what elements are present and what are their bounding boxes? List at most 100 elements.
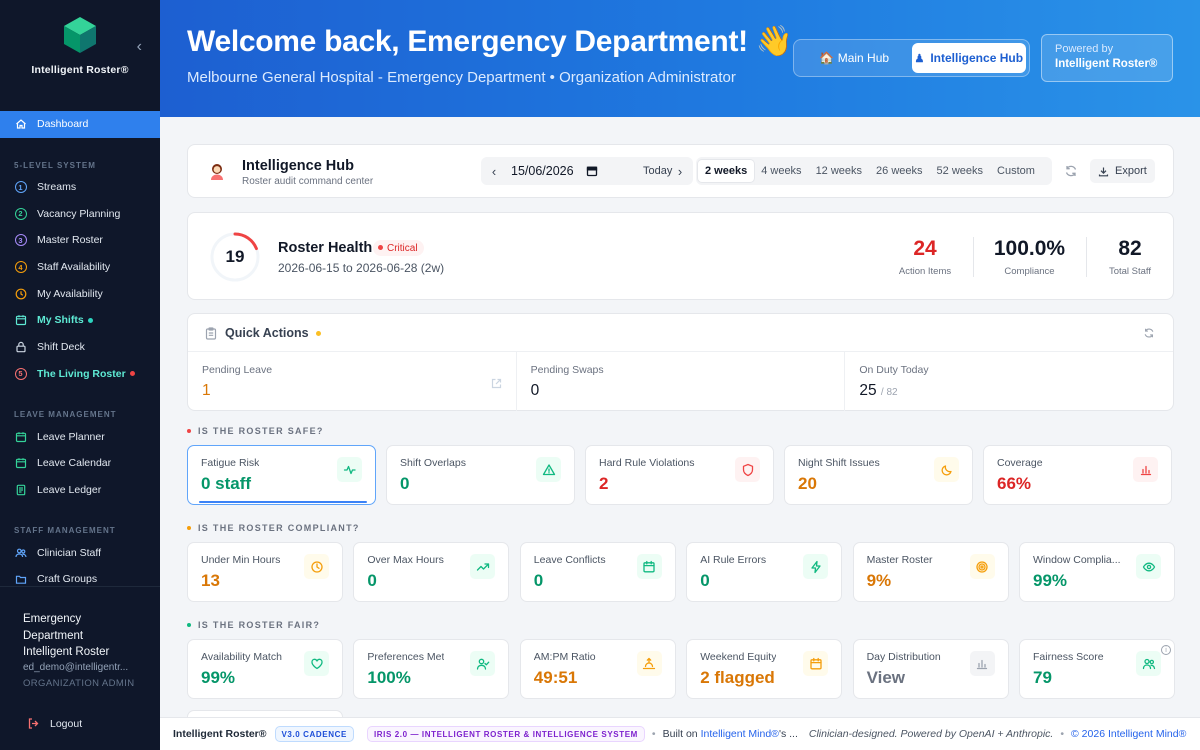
- stat-compliance[interactable]: 100.0% Compliance: [983, 237, 1076, 277]
- clipboard-icon: [205, 326, 217, 340]
- metric-card[interactable]: Day Distribution View: [852, 639, 1009, 699]
- info-icon[interactable]: i: [1161, 645, 1171, 655]
- export-button[interactable]: Export: [1090, 159, 1155, 183]
- powered-by-badge: Powered by Intelligent Roster®: [1041, 34, 1173, 82]
- range-custom[interactable]: Custom: [997, 165, 1035, 177]
- toolbar-title: Intelligence Hub: [242, 158, 354, 174]
- refresh-icon[interactable]: [1143, 327, 1155, 339]
- calendar-icon: [14, 457, 27, 470]
- quick-action-pending-leave[interactable]: Pending Leave 1: [188, 352, 517, 411]
- metric-card[interactable]: Hard Rule Violations 2: [585, 445, 774, 505]
- calendar-icon: [14, 314, 27, 327]
- section-heading-label: IS THE ROSTER FAIR?: [198, 620, 321, 630]
- metric-card[interactable]: Under Min Hours 13: [187, 542, 343, 602]
- sidebar-item-my-shifts[interactable]: My Shifts: [0, 307, 160, 334]
- calendar-icon: [14, 430, 27, 443]
- metric-card[interactable]: AI Rule Errors 0: [686, 542, 843, 602]
- calendar-icon[interactable]: [586, 165, 598, 177]
- metric-label: Hard Rule Violations: [599, 457, 695, 469]
- metric-card[interactable]: Fairness Score 79 i: [1019, 639, 1175, 699]
- quick-actions-header: Quick Actions: [205, 326, 321, 340]
- chevron-right-icon[interactable]: ›: [677, 163, 683, 179]
- sidebar-item-living-roster[interactable]: 5 The Living Roster: [0, 361, 160, 388]
- sidebar-item-label: Shift Deck: [37, 341, 85, 354]
- collapse-sidebar-icon[interactable]: ‹: [136, 38, 142, 55]
- sidebar-item-vacancy-planning[interactable]: 2 Vacancy Planning: [0, 200, 160, 227]
- sidebar-item-leave-calendar[interactable]: Leave Calendar: [0, 450, 160, 477]
- hub-toolbar: Intelligence Hub Roster audit command ce…: [187, 144, 1174, 198]
- sidebar-item-shift-deck[interactable]: Shift Deck: [0, 334, 160, 361]
- metric-card[interactable]: Availability Match 99%: [187, 639, 343, 699]
- section-heading-compliant: IS THE ROSTER COMPLIANT?: [187, 523, 360, 533]
- today-button[interactable]: Today: [643, 165, 673, 177]
- quick-action-label: Pending Swaps: [530, 364, 604, 376]
- sidebar-item-my-availability[interactable]: My Availability: [0, 280, 160, 307]
- metric-label: Fatigue Risk: [201, 457, 260, 469]
- sidebar-item-craft-groups[interactable]: Craft Groups: [0, 566, 160, 593]
- separator: •: [651, 728, 656, 740]
- metric-card[interactable]: Master Roster 9%: [852, 542, 1009, 602]
- metric-card[interactable]: Preferences Met 100%: [353, 639, 510, 699]
- powered-by-label: Powered by: [1055, 43, 1114, 55]
- sidebar-item-leave-planner[interactable]: Leave Planner: [0, 423, 160, 450]
- metric-card[interactable]: Weekend Equity 2 flagged: [686, 639, 843, 699]
- clock-icon: [14, 287, 27, 300]
- metric-card[interactable]: Over Max Hours 0: [353, 542, 510, 602]
- sidebar-item-leave-ledger[interactable]: Leave Ledger: [0, 477, 160, 504]
- external-link-icon[interactable]: [491, 378, 502, 389]
- intelligent-mind-link[interactable]: Intelligent Mind®: [700, 728, 779, 740]
- quick-action-value-wrap: 25 / 82: [859, 382, 1173, 400]
- powered-by-name: Intelligent Roster®: [1055, 58, 1158, 70]
- metric-card[interactable]: Shift Overlaps 0: [386, 445, 575, 505]
- intelligence-hub-button[interactable]: ♟ Intelligence Hub: [911, 43, 1026, 73]
- metric-value: 66%: [997, 474, 1032, 493]
- copyright-link[interactable]: © 2026 Intelligent Mind®: [1071, 728, 1187, 740]
- range-2-weeks[interactable]: 2 weeks: [698, 160, 755, 182]
- metric-card[interactable]: Night Shift Issues 20: [784, 445, 973, 505]
- metric-card[interactable]: Coverage 66%: [983, 445, 1172, 505]
- sidebar-item-clinician-staff[interactable]: Clinician Staff: [0, 539, 160, 566]
- footer-brand: Intelligent Roster®: [173, 728, 267, 740]
- step-number-badge: 2: [14, 207, 27, 220]
- sidebar-item-streams[interactable]: 1 Streams: [0, 174, 160, 201]
- range-12-weeks[interactable]: 12 weeks: [815, 165, 863, 177]
- range-52-weeks[interactable]: 52 weeks: [936, 165, 984, 177]
- trending-up-icon: [470, 554, 496, 579]
- metric-card[interactable]: AM:PM Ratio 49:51: [519, 639, 676, 699]
- chevron-left-icon[interactable]: ‹: [491, 163, 497, 179]
- section-label-leave: LEAVE MANAGEMENT: [14, 410, 117, 420]
- sidebar-item-staff-availability[interactable]: 4 Staff Availability: [0, 254, 160, 281]
- divider: [973, 237, 974, 277]
- user-email: ed_demo@intelligentr...: [23, 661, 129, 673]
- quick-action-pending-swaps[interactable]: Pending Swaps 0: [517, 352, 846, 411]
- range-4-weeks[interactable]: 4 weeks: [761, 165, 802, 177]
- footer-mind-suffix: 's ...: [778, 728, 798, 740]
- status-dot: [87, 317, 93, 323]
- metric-card[interactable]: Fatigue Risk 0 staff: [187, 445, 376, 505]
- user-profile: Emergency Department Intelligent Roster …: [0, 586, 160, 750]
- metric-label: Preferences Met: [367, 651, 445, 663]
- home-icon: [14, 118, 27, 131]
- section-label-staff: STAFF MANAGEMENT: [14, 526, 116, 536]
- sidebar-item-dashboard[interactable]: Dashboard: [0, 111, 160, 138]
- metric-card[interactable]: Window Complia... 99%: [1019, 542, 1175, 602]
- bar-chart-icon: [1133, 457, 1158, 482]
- section-heading-label: IS THE ROSTER SAFE?: [198, 426, 324, 436]
- metric-card[interactable]: Leave Conflicts 0: [519, 542, 676, 602]
- date-input[interactable]: 15/06/2026: [507, 164, 667, 178]
- main-hub-button[interactable]: 🏠 Main Hub: [797, 43, 912, 73]
- sidebar-item-master-roster[interactable]: 3 Master Roster: [0, 227, 160, 254]
- status-dot: [129, 371, 135, 377]
- footer-tagline: Clinician-designed. Powered by OpenAI + …: [808, 728, 1054, 740]
- logout-button[interactable]: Logout: [27, 717, 82, 730]
- metric-label: Window Complia...: [1033, 554, 1121, 566]
- logout-label: Logout: [50, 717, 83, 730]
- roster-health-card: 19 Roster Health Critical 2026-06-15 to …: [187, 212, 1174, 300]
- cube-logo-icon: [64, 17, 96, 53]
- stat-total-staff[interactable]: 82 Total Staff: [1093, 237, 1167, 277]
- refresh-icon[interactable]: [1064, 164, 1078, 178]
- lock-icon: [14, 341, 27, 354]
- range-26-weeks[interactable]: 26 weeks: [876, 165, 923, 177]
- stat-action-items[interactable]: 24 Action Items: [881, 237, 969, 277]
- quick-action-on-duty[interactable]: On Duty Today 25 / 82: [845, 352, 1173, 411]
